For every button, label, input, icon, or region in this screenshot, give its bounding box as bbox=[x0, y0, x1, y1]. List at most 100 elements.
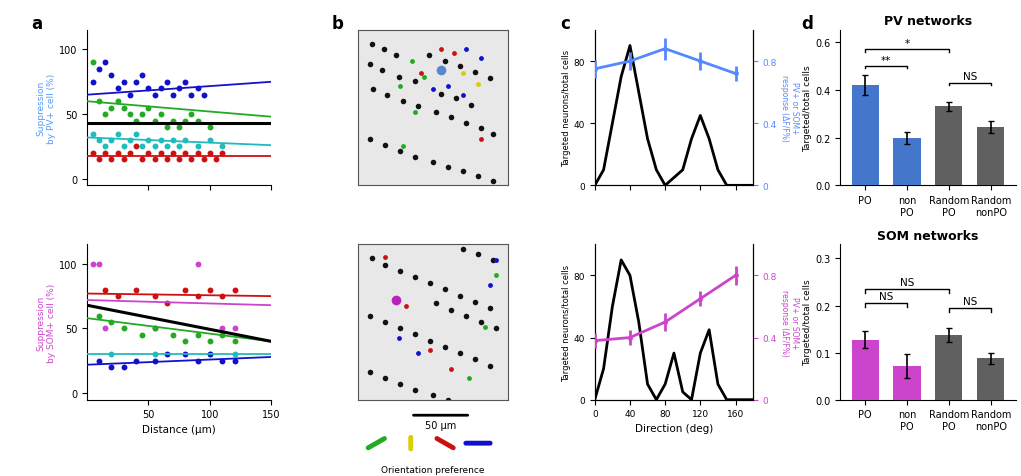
Point bbox=[128, 118, 144, 125]
Point bbox=[109, 293, 126, 300]
Point bbox=[190, 357, 206, 365]
Point bbox=[152, 111, 168, 119]
X-axis label: Direction (deg): Direction (deg) bbox=[635, 423, 713, 433]
Text: Orientation preference: Orientation preference bbox=[382, 465, 485, 474]
Point bbox=[128, 130, 144, 138]
Bar bbox=[893, 138, 921, 186]
Point bbox=[152, 137, 168, 145]
Point bbox=[146, 293, 162, 300]
Point bbox=[202, 351, 218, 358]
Point bbox=[91, 98, 107, 106]
Text: NS: NS bbox=[963, 72, 977, 82]
Text: NS: NS bbox=[963, 297, 977, 307]
Point bbox=[146, 156, 162, 164]
Point bbox=[109, 98, 126, 106]
Point bbox=[171, 156, 187, 164]
Point bbox=[214, 293, 231, 300]
Point bbox=[184, 92, 200, 99]
Point bbox=[128, 357, 144, 365]
Point bbox=[134, 143, 150, 151]
Point bbox=[164, 92, 181, 99]
Point bbox=[177, 351, 193, 358]
Point bbox=[103, 364, 119, 371]
Point bbox=[103, 137, 119, 145]
Point bbox=[140, 85, 156, 93]
Point bbox=[227, 286, 243, 294]
Point bbox=[134, 111, 150, 119]
Point bbox=[91, 357, 107, 365]
Point bbox=[202, 124, 218, 132]
Point bbox=[227, 338, 243, 346]
Point bbox=[146, 92, 162, 99]
Point bbox=[91, 260, 107, 268]
Y-axis label: Targeted/total cells: Targeted/total cells bbox=[804, 65, 812, 152]
Point bbox=[109, 150, 126, 158]
Point bbox=[158, 351, 175, 358]
Y-axis label: Suppression
by PV+ cell (%): Suppression by PV+ cell (%) bbox=[37, 73, 56, 143]
Point bbox=[184, 111, 200, 119]
Point bbox=[177, 338, 193, 346]
Point bbox=[103, 351, 119, 358]
Point bbox=[202, 150, 218, 158]
Y-axis label: Targeted neurons/total cells: Targeted neurons/total cells bbox=[562, 264, 571, 381]
Point bbox=[140, 150, 156, 158]
Point bbox=[121, 137, 138, 145]
Point bbox=[227, 357, 243, 365]
Point bbox=[214, 325, 231, 333]
Y-axis label: Targeted/total cells: Targeted/total cells bbox=[804, 279, 812, 366]
Point bbox=[85, 130, 101, 138]
Point bbox=[121, 92, 138, 99]
Point bbox=[146, 357, 162, 365]
Point bbox=[140, 137, 156, 145]
Bar bbox=[852, 340, 879, 400]
Point bbox=[134, 331, 150, 339]
Point bbox=[109, 130, 126, 138]
Point bbox=[190, 293, 206, 300]
Point bbox=[177, 286, 193, 294]
Point bbox=[152, 85, 168, 93]
Point bbox=[208, 156, 225, 164]
Point bbox=[158, 299, 175, 307]
Point bbox=[146, 325, 162, 333]
Point bbox=[115, 325, 132, 333]
Text: b: b bbox=[332, 15, 343, 33]
Point bbox=[214, 357, 231, 365]
Y-axis label: Suppression
by SOM+ cell (%): Suppression by SOM+ cell (%) bbox=[37, 283, 56, 362]
Text: NS: NS bbox=[879, 292, 893, 302]
Point bbox=[97, 143, 113, 151]
Point bbox=[202, 351, 218, 358]
Point bbox=[177, 137, 193, 145]
Bar bbox=[893, 366, 921, 400]
Point bbox=[146, 351, 162, 358]
Point bbox=[196, 92, 212, 99]
Point bbox=[91, 156, 107, 164]
Text: c: c bbox=[560, 15, 570, 33]
Bar bbox=[852, 86, 879, 186]
Point bbox=[184, 156, 200, 164]
Point bbox=[115, 364, 132, 371]
Y-axis label: Targeted neurons/total cells: Targeted neurons/total cells bbox=[562, 50, 571, 167]
Point bbox=[109, 85, 126, 93]
Point bbox=[97, 325, 113, 333]
Text: 50 μm: 50 μm bbox=[425, 420, 456, 430]
Point bbox=[103, 318, 119, 326]
Point bbox=[85, 260, 101, 268]
Point bbox=[115, 143, 132, 151]
X-axis label: Distance (μm): Distance (μm) bbox=[142, 424, 216, 434]
Point bbox=[196, 156, 212, 164]
Point bbox=[202, 338, 218, 346]
Point bbox=[97, 286, 113, 294]
Point bbox=[97, 60, 113, 67]
Point bbox=[128, 143, 144, 151]
Point bbox=[190, 150, 206, 158]
Point bbox=[202, 286, 218, 294]
Point bbox=[214, 150, 231, 158]
Point bbox=[177, 79, 193, 87]
Point bbox=[146, 143, 162, 151]
Title: SOM networks: SOM networks bbox=[877, 229, 979, 242]
Point bbox=[134, 156, 150, 164]
Point bbox=[164, 150, 181, 158]
Text: NS: NS bbox=[900, 278, 914, 288]
Point bbox=[115, 79, 132, 87]
Point bbox=[190, 331, 206, 339]
